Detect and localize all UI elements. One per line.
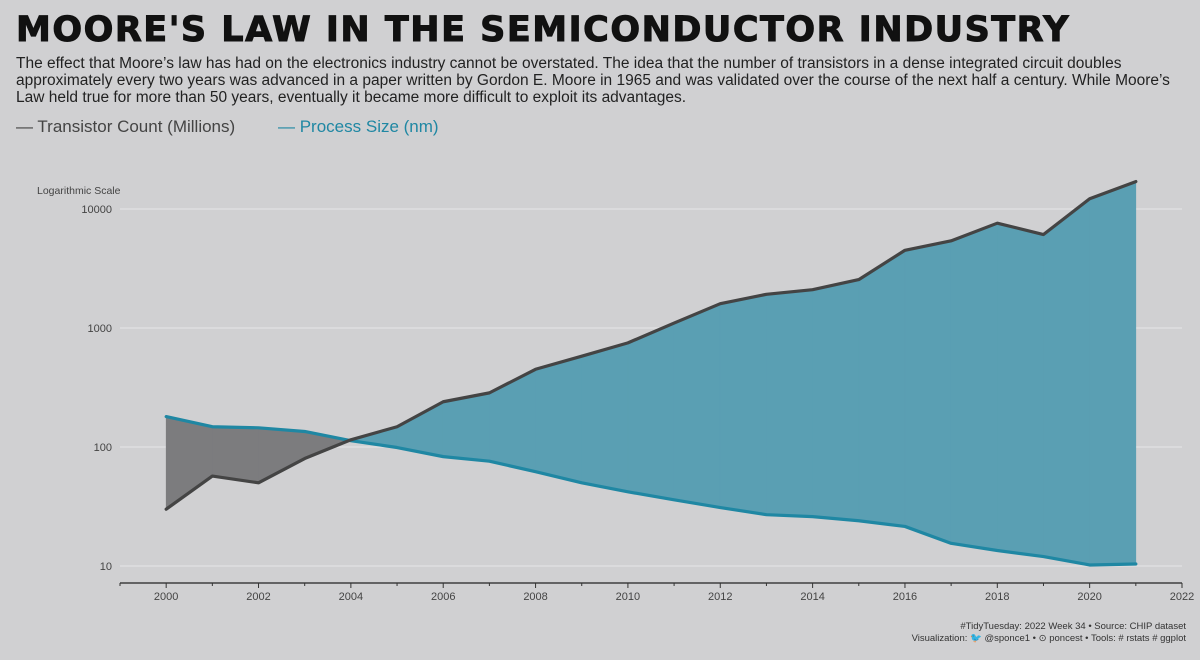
y-axis: 10 100 1000 10000: [81, 204, 112, 573]
ribbon-segment: [165, 416, 213, 510]
ribbon-segment: [489, 368, 536, 473]
x-tick-label-2022: 2022: [1170, 591, 1194, 603]
chart-title: Moore's Law in the Semiconductor Industr…: [15, 10, 1071, 51]
transistor-count-line: [164, 179, 1138, 511]
x-tick-label-2018: 2018: [985, 591, 1009, 603]
x-tick-label-2002: 2002: [246, 591, 270, 603]
x-tick-label-2004: 2004: [339, 591, 363, 603]
ribbon-segment: [1043, 198, 1090, 566]
area-layer: [165, 181, 1137, 566]
x-tick-label-2014: 2014: [800, 591, 824, 603]
x-tick-label-2012: 2012: [708, 591, 732, 603]
x-tick-label-2016: 2016: [893, 591, 917, 603]
ribbon-segment: [766, 289, 813, 517]
caption: #TidyTuesday: 2022 Week 34 • Source: CHI…: [912, 621, 1186, 645]
x-tick-label-2000: 2000: [154, 591, 178, 603]
ribbon-segment: [442, 392, 490, 462]
ribbon-segment: [673, 303, 721, 508]
x-tick-label-2020: 2020: [1077, 591, 1101, 603]
legend-transistor-count: — Transistor Count (Millions): [16, 117, 236, 136]
y-tick-label-10: 10: [100, 561, 112, 573]
chart-subtitle: The effect that Moore’s law has had on t…: [16, 55, 1170, 106]
caption-source: #TidyTuesday: 2022 Week 34 • Source: CHI…: [960, 621, 1186, 632]
ribbon-segment: [627, 322, 675, 501]
ribbon-segment: [858, 249, 906, 527]
y-tick-label-1000: 1000: [88, 323, 112, 335]
ribbon-segment: [950, 222, 998, 551]
x-tick-label-2006: 2006: [431, 591, 455, 603]
process-size-line: [164, 415, 1138, 567]
x-tick-label-2010: 2010: [616, 591, 640, 603]
ribbon-segment: [258, 427, 305, 484]
log-scale-note: Logarithmic Scale: [37, 185, 121, 197]
ribbon-segment: [212, 426, 259, 484]
ribbon-segment: [535, 355, 583, 484]
ribbon-segment: [719, 293, 767, 516]
ribbon-segment: [997, 222, 1044, 557]
y-tick-label-100: 100: [94, 442, 112, 454]
legend-process-size: — Process Size (nm): [278, 117, 439, 136]
ribbon-segment: [812, 279, 860, 522]
ribbon-segment: [1089, 181, 1137, 566]
x-axis: 2000 2002 2004 2006 2008 2010 2012 2014 2016 2018…: [119, 582, 1194, 603]
ribbon-segment: [581, 342, 629, 493]
ribbon-segment: [904, 240, 952, 544]
x-tick-label-2008: 2008: [523, 591, 547, 603]
line-layer: [164, 179, 1138, 567]
y-tick-label-10000: 10000: [81, 204, 112, 216]
caption-credits: Visualization: 🐦 @sponce1 • ⊙ poncest • …: [911, 633, 1186, 644]
